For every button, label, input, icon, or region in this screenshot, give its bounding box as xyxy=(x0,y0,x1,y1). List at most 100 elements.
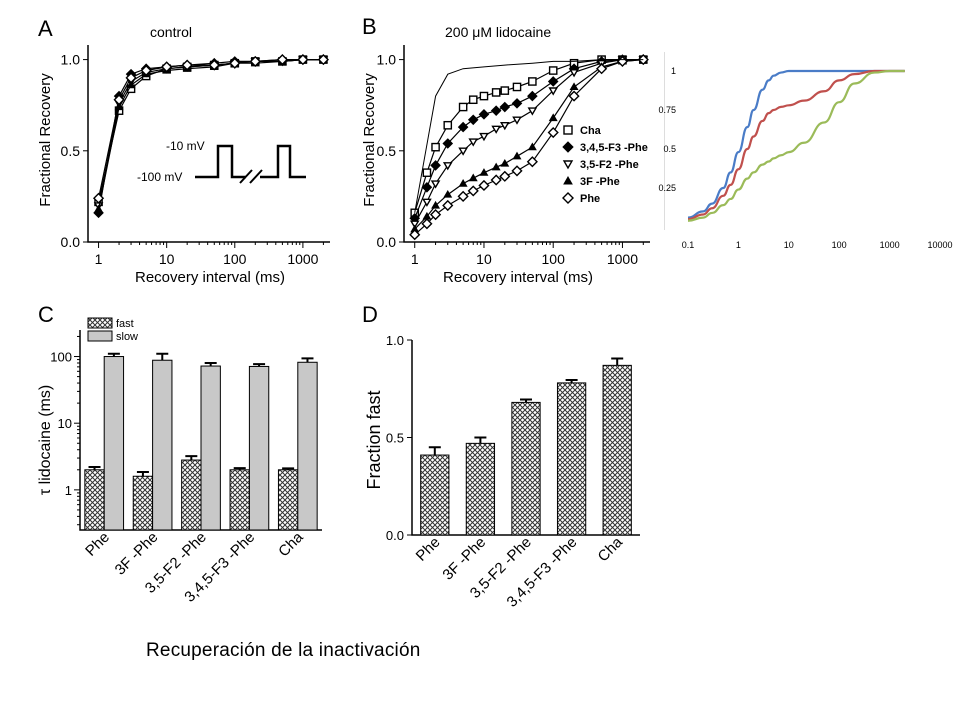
panel-c-error-bar xyxy=(204,361,217,367)
panel-b-data-point xyxy=(479,91,489,101)
panel-b-data-point xyxy=(527,107,538,116)
panel-b-label: B xyxy=(362,14,377,39)
panel-a-data-point xyxy=(276,54,288,66)
panel-a-data-point xyxy=(181,59,193,71)
panel-b-data-point xyxy=(442,162,453,171)
panel-a-data-point xyxy=(249,55,261,68)
panel-b-data-point xyxy=(548,66,558,75)
panel-d-y-tick-label: 1.0 xyxy=(386,333,404,348)
panel-b-data-point xyxy=(547,126,559,139)
model-inset-x-tick-label: 0.1 xyxy=(682,240,695,250)
panel-c-error-bar xyxy=(136,471,149,477)
panel-c-bar xyxy=(200,365,221,531)
panel-b-y-axis-label: Fractional Recovery xyxy=(361,73,378,207)
panel-d-error-bar xyxy=(428,446,441,456)
panel-c-bar xyxy=(181,459,202,531)
panel-b-legend-marker xyxy=(562,192,574,204)
panel-b-data-point xyxy=(457,121,469,133)
panel-b-data-point xyxy=(422,168,432,177)
panel-a-y-tick-label: 0.0 xyxy=(61,234,81,250)
panel-c-legend-swatch xyxy=(87,317,113,329)
inset-label-minus-10mv: -10 mV xyxy=(166,139,205,153)
panel-b-series-line xyxy=(414,59,644,230)
model-inset-y-tick-label: 0.75 xyxy=(658,105,676,115)
panel-c-y-tick-label: 1 xyxy=(65,483,72,498)
panel-c-error-bar xyxy=(253,363,266,367)
panel-b-x-tick-label: 1 xyxy=(411,251,419,267)
panel-a-data-point xyxy=(317,54,329,66)
panel-b-data-point xyxy=(468,173,478,182)
panel-b-x-tick-label: 1000 xyxy=(607,251,638,267)
panel-d-label: D xyxy=(362,302,378,327)
panel-b-legend: Cha 3,4,5-F3 -Phe 3,5-F2 -Phe 3F -Phe Phe xyxy=(562,125,648,205)
panel-d-error-bar xyxy=(520,398,532,403)
panel-c-bar xyxy=(229,469,250,531)
panel-b-data-point xyxy=(491,162,501,171)
panel-b-legend-label: 3F -Phe xyxy=(580,176,620,188)
panel-b-data-point xyxy=(527,142,537,151)
panel-a-data-point xyxy=(94,204,104,213)
panel-b-data-point xyxy=(568,90,580,102)
panel-a: A control 1 10 100 1000 0.0 0.5 1.0 Recovery i… xyxy=(37,16,330,286)
panel-c-error-bar xyxy=(156,352,169,361)
panel-d-error-bar xyxy=(565,378,578,383)
panel-b-data-point xyxy=(430,180,441,189)
axis-break-marks xyxy=(239,169,263,184)
panel-a-data-point xyxy=(229,57,241,69)
panel-c-bar xyxy=(84,469,105,531)
panel-b-legend-label: Cha xyxy=(580,125,602,137)
panel-b-data-point xyxy=(422,198,432,207)
panel-b-data-point xyxy=(409,220,420,229)
panel-c-error-bar xyxy=(185,455,198,461)
panel-a-axes xyxy=(87,45,330,243)
panel-a-data-point xyxy=(92,192,105,204)
panel-b-data-point xyxy=(547,76,559,87)
panel-a-data-point xyxy=(126,80,136,89)
panel-a-data-point xyxy=(161,61,173,73)
panel-c-error-bar xyxy=(233,467,246,470)
panel-b-data-point xyxy=(468,138,479,147)
voltage-protocol-trace xyxy=(195,144,306,179)
panel-c-legend-label: fast xyxy=(116,318,134,330)
panel-b-series-line xyxy=(414,58,644,225)
model-inset-x-tick-label: 1000 xyxy=(880,240,900,250)
panel-b-data-point xyxy=(548,113,558,122)
panel-c-bar xyxy=(103,356,125,531)
panel-b-legend-marker xyxy=(562,160,574,170)
panel-b-data-point xyxy=(548,87,559,96)
panel-b-data-point xyxy=(431,200,441,209)
panel-b-data-point xyxy=(526,156,538,168)
panel-b-data-point xyxy=(500,86,510,95)
panel-b-data-point xyxy=(596,63,608,75)
panel-b-data-point xyxy=(431,142,440,152)
panel-c-bar xyxy=(132,475,154,531)
panel-b-legend-marker xyxy=(563,125,573,135)
panel-b-data-point xyxy=(512,151,522,160)
panel-d-error-bar xyxy=(474,436,487,444)
panel-b-y-tick-label: 1.0 xyxy=(377,52,397,68)
panel-d-bar xyxy=(465,442,496,536)
panel-c-error-bar xyxy=(88,466,101,470)
panel-b-title: 200 μM lidocaine xyxy=(445,24,551,40)
panel-b-data-point xyxy=(491,88,501,97)
panel-c-category-label: Cha xyxy=(275,528,307,560)
panel-a-data-point xyxy=(125,72,137,84)
panel-d-bar xyxy=(420,454,450,536)
panel-b-legend-label: 3,4,5-F3 -Phe xyxy=(580,142,648,154)
panel-b-control-fit-line xyxy=(414,59,644,213)
panel-c-y-tick-label: 10 xyxy=(58,416,72,431)
panel-b-data-point xyxy=(458,102,468,112)
panel-a-title: control xyxy=(150,24,192,40)
panel-b-data-point xyxy=(478,179,490,192)
model-inset-y-tick-label: 1 xyxy=(671,66,676,76)
panel-d-bar xyxy=(602,364,632,536)
panel-d-y-tick-label: 0.5 xyxy=(386,431,404,446)
panel-b-x-axis-label: Recovery interval (ms) xyxy=(443,269,593,286)
panel-b-x-tick-label: 100 xyxy=(542,251,566,267)
panel-b-data-point xyxy=(569,69,579,78)
panel-b-legend-label: 3,5-F2 -Phe xyxy=(580,159,639,171)
panel-b-data-point xyxy=(442,199,454,212)
panel-b-data-point xyxy=(421,181,433,193)
panel-a-x-tick-label: 1 xyxy=(95,251,103,267)
